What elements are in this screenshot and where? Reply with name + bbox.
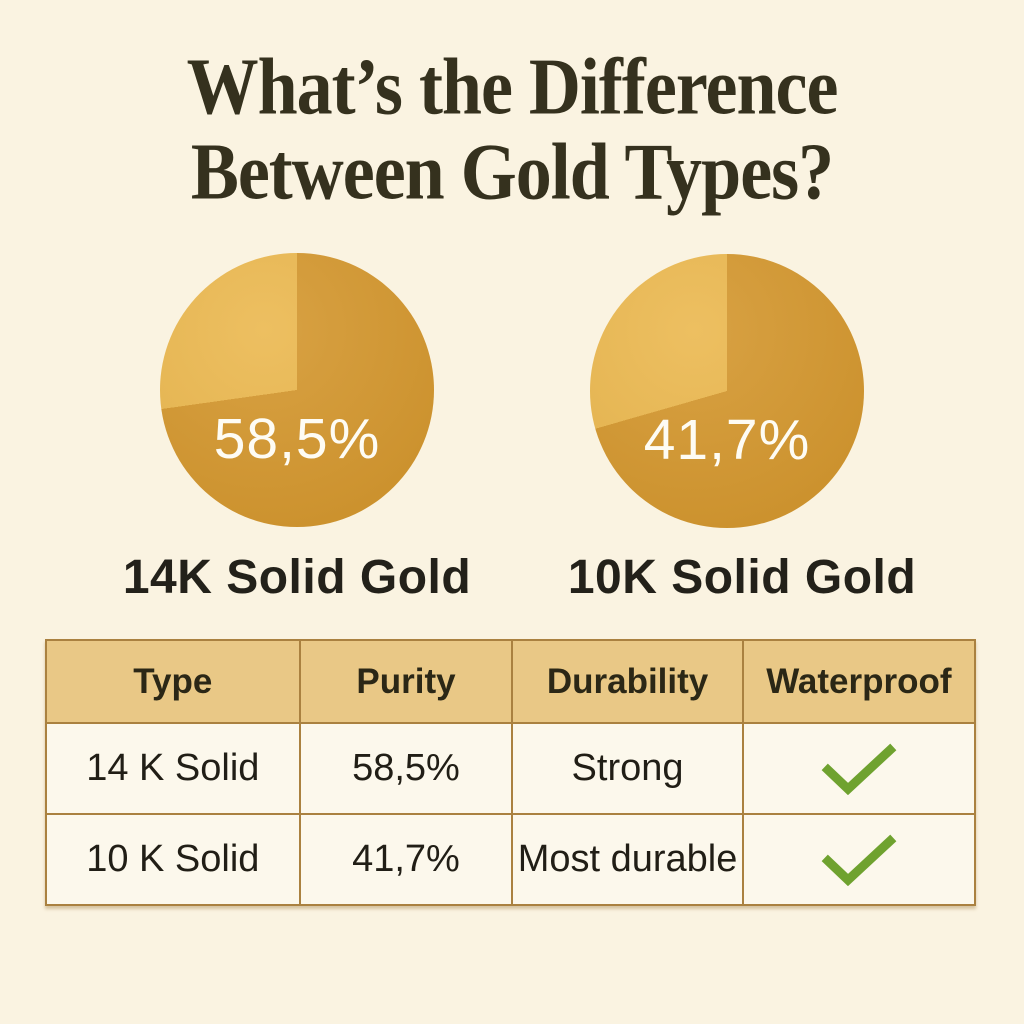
cell-10k-purity: 41,7% (298, 813, 514, 906)
table-row-10k: 10 K Solid 41,7% Most durable (45, 813, 977, 906)
pie-caption-10k-gold: 10K Solid Gold (567, 551, 917, 604)
table-header-durability: Durability (511, 639, 744, 724)
checkmark-icon (821, 743, 897, 795)
cell-14k-waterproof (741, 722, 977, 815)
cell-10k-durability: Most durable (511, 813, 744, 906)
pie-chart-10k-gold: 41,7% (590, 254, 864, 528)
table-header-row: Type Purity Durability Waterproof (45, 639, 977, 724)
pie-chart-14k-gold: 58,5% (160, 253, 434, 527)
pie-percentage-label-10k: 41,7% (643, 408, 811, 473)
pie-percentage-label-14k: 58,5% (213, 407, 381, 472)
page-title-line1: What’s the Difference (186, 41, 839, 132)
table-header-waterproof: Waterproof (741, 639, 977, 724)
checkmark-icon (821, 834, 897, 886)
cell-10k-waterproof (741, 813, 977, 906)
cell-14k-type: 14 K Solid (45, 722, 301, 815)
page-title: What’s the Difference Between Gold Types… (0, 44, 1024, 214)
cell-14k-purity: 58,5% (298, 722, 514, 815)
cell-10k-type: 10 K Solid (45, 813, 301, 906)
cell-14k-durability: Strong (511, 722, 744, 815)
table-row-14k: 14 K Solid 58,5% Strong (45, 722, 977, 815)
table-header-purity: Purity (298, 639, 514, 724)
pie-caption-14k-gold: 14K Solid Gold (122, 551, 472, 604)
table-header-type: Type (45, 639, 301, 724)
page-title-line2: Between Gold Types? (190, 126, 834, 217)
gold-comparison-table: Type Purity Durability Waterproof 14 K S… (45, 639, 977, 906)
